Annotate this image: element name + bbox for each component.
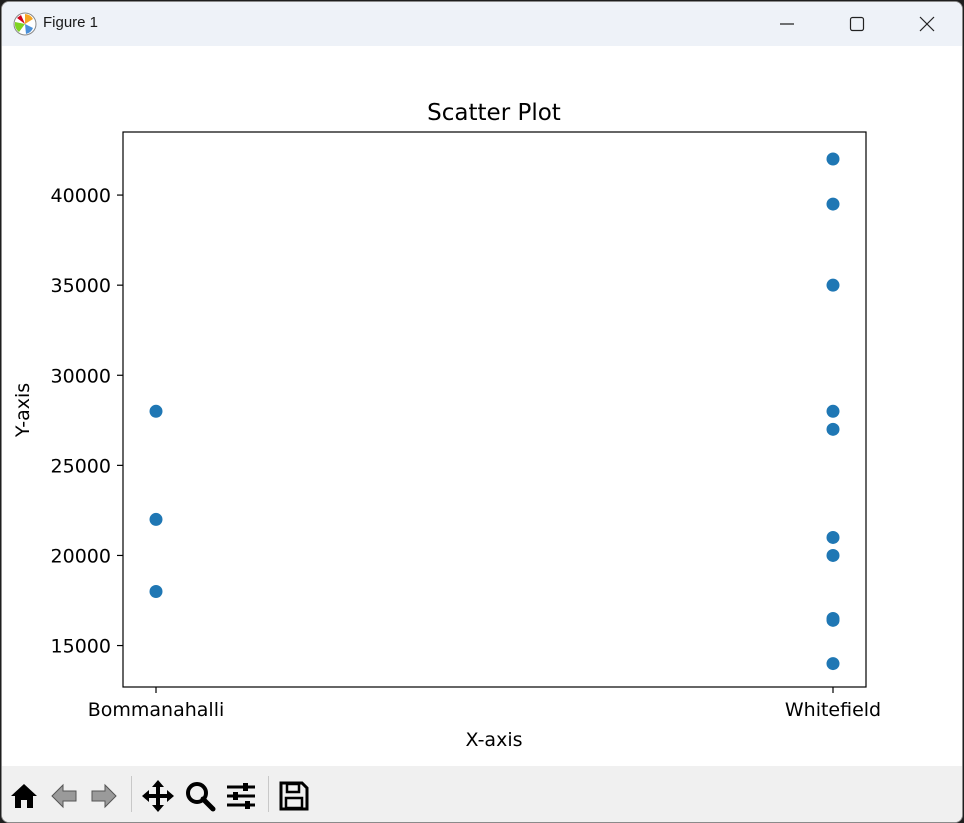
chart-title: Scatter Plot [427,100,561,126]
navigation-toolbar [2,766,962,822]
pan-icon [142,780,174,812]
back-button[interactable] [46,778,82,814]
y-tick-label: 20000 [51,545,111,567]
maximize-button[interactable] [822,2,892,46]
save-icon [279,781,309,811]
minimize-icon [780,23,794,25]
y-tick-label: 15000 [51,636,111,658]
x-tick-label: Bommanahalli [88,699,225,721]
y-tick-label: 35000 [51,275,111,297]
x-axis-ticks: Bommanahalli Whitefield [88,687,881,721]
maximize-icon [849,16,865,32]
configure-subplots-icon [227,783,255,809]
scatter-point [826,422,840,436]
configure-subplots-button[interactable] [223,778,259,814]
scatter-point [826,613,840,627]
x-tick-label: Whitefield [785,699,881,721]
scatter-point [826,152,840,166]
pan-button[interactable] [140,778,176,814]
save-button[interactable] [276,778,312,814]
y-axis-label: Y-axis [12,383,34,438]
home-icon [11,784,37,808]
close-button[interactable] [892,2,962,46]
close-icon [919,16,935,32]
y-tick-label: 25000 [51,455,111,477]
scatter-point [826,197,840,211]
x-axis-label: X-axis [466,729,523,751]
toolbar-separator [268,776,269,812]
scatter-point [826,548,840,562]
matplotlib-logo-icon [13,12,37,36]
scatter-chart: Scatter Plot 15000 20000 25000 30000 35000 40… [12,100,881,751]
scatter-point [826,278,840,292]
y-axis-ticks: 15000 20000 25000 30000 35000 40000 [51,185,123,658]
scatter-point [826,530,840,544]
forward-button[interactable] [86,778,122,814]
y-tick-label: 30000 [51,365,111,387]
scatter-point [826,657,840,671]
title-bar[interactable]: Figure 1 [2,2,962,46]
scatter-point [149,584,163,598]
scatter-points [149,152,840,671]
figure-canvas[interactable]: Scatter Plot 15000 20000 25000 30000 35000 40… [2,46,962,766]
y-tick-label: 40000 [51,185,111,207]
zoom-icon [186,782,216,812]
home-button[interactable] [6,778,42,814]
minimize-button[interactable] [752,2,822,46]
forward-arrow-icon [91,783,117,809]
toolbar-separator [131,776,132,812]
scatter-point [149,512,163,526]
scatter-point [149,404,163,418]
back-arrow-icon [51,783,77,809]
plot-area-frame [122,131,867,688]
window-title: Figure 1 [43,14,99,31]
scatter-point [826,404,840,418]
zoom-button[interactable] [182,778,218,814]
